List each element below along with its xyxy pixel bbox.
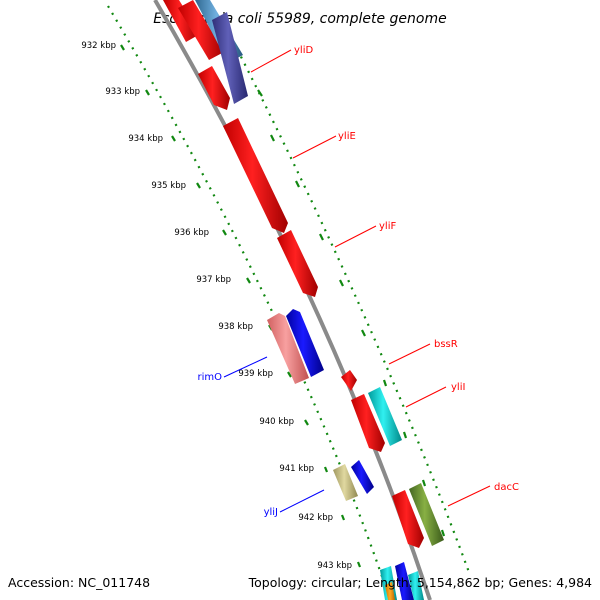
accession-text: Accession: NC_011748 — [8, 575, 151, 590]
kbp-label: 940 kbp — [259, 417, 294, 427]
gene-glyph — [178, 0, 224, 60]
outer-tick-track — [229, 34, 472, 576]
gene-glyph — [341, 370, 357, 391]
gene-glyph — [333, 464, 358, 501]
kbp-label: 942 kbp — [298, 513, 333, 523]
gene-label-yliI: yliI — [451, 382, 465, 393]
kbp-label: 935 kbp — [151, 181, 186, 191]
gene-glyph — [212, 12, 248, 104]
kbp-label: 932 kbp — [81, 41, 116, 51]
kbp-label: 937 kbp — [196, 275, 231, 285]
gene-label-yliJ: yliJ — [264, 507, 278, 518]
leader-lines — [223, 49, 491, 513]
gene-label-dacC: dacC — [494, 482, 519, 493]
gene-label-yliE: yliE — [338, 131, 356, 142]
gene-label-yliD: yliD — [294, 45, 313, 56]
genome-backbone — [153, 0, 432, 600]
gene-glyph — [351, 460, 374, 494]
kbp-label: 941 kbp — [279, 464, 314, 474]
gene-glyph — [368, 387, 402, 446]
kbp-label: 933 kbp — [105, 87, 140, 97]
kbp-label: 943 kbp — [317, 561, 352, 571]
gene-glyph — [223, 118, 288, 233]
kbp-label: 938 kbp — [218, 322, 253, 332]
gene-label-yliF: yliF — [379, 221, 396, 232]
gene-glyph — [392, 490, 424, 548]
gene-glyph — [277, 230, 318, 297]
gene-glyph — [163, 0, 200, 42]
outer-major-ticks — [226, 39, 446, 537]
gene-glyph — [286, 309, 324, 377]
kbp-label: 939 kbp — [238, 369, 273, 379]
gene-glyphs — [163, 0, 444, 600]
genome-summary-text: Topology: circular; Length: 5,154,862 bp… — [248, 575, 592, 590]
gene-glyph — [267, 313, 309, 384]
kbp-label: 934 kbp — [128, 134, 163, 144]
gene-glyph — [198, 66, 230, 110]
gene-labels: yliD yliE yliF bssR yliI dacC rimO yliJ — [197, 45, 518, 518]
gene-glyph — [409, 483, 444, 546]
gene-glyph — [395, 562, 414, 600]
inner-tick-track — [107, 5, 392, 600]
gene-label-rimO: rimO — [197, 372, 222, 383]
gene-glyph — [408, 571, 424, 600]
gene-glyph — [351, 394, 385, 452]
gene-label-bssR: bssR — [434, 339, 458, 350]
kbp-labels: 932 kbp 933 kbp 934 kbp 935 kbp 936 kbp … — [81, 41, 352, 571]
gene-glyph — [385, 582, 395, 600]
kbp-label: 936 kbp — [174, 228, 209, 238]
inner-major-ticks — [120, 44, 362, 568]
